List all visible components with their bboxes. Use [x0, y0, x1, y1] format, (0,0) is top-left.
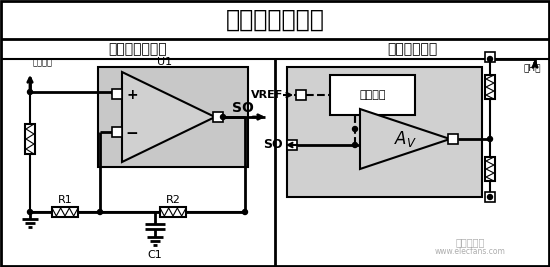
Bar [213, 112, 223, 122]
Text: 至H桥: 至H桥 [523, 63, 541, 72]
Bar [112, 127, 122, 137]
Circle shape [487, 136, 492, 142]
Bar [448, 134, 458, 144]
Circle shape [28, 210, 32, 214]
Bar [98, 67, 248, 167]
Text: VREF: VREF [251, 90, 283, 100]
Circle shape [353, 127, 358, 132]
Bar [112, 89, 122, 99]
Bar [485, 52, 495, 62]
Circle shape [221, 115, 225, 120]
Text: 电流并联放大器: 电流并联放大器 [226, 8, 324, 32]
Bar [485, 75, 495, 99]
Bar [160, 207, 186, 217]
Text: +: + [126, 88, 138, 102]
Circle shape [28, 89, 32, 95]
Circle shape [243, 210, 248, 214]
Text: R2: R2 [166, 195, 180, 205]
Bar [485, 157, 495, 181]
Bar [485, 192, 495, 202]
Text: 继电器解决方案: 继电器解决方案 [109, 42, 167, 56]
Text: 数字内核: 数字内核 [359, 90, 386, 100]
Polygon shape [360, 109, 450, 169]
Circle shape [487, 194, 492, 199]
Text: C1: C1 [147, 250, 162, 260]
Text: U1: U1 [157, 57, 173, 67]
Bar [296, 90, 306, 100]
Circle shape [353, 143, 358, 147]
Bar [287, 67, 482, 197]
Bar [52, 207, 78, 217]
Bar [287, 140, 297, 150]
Bar [330, 75, 415, 115]
Text: 固态解决方案: 固态解决方案 [387, 42, 437, 56]
Text: www.elecfans.com: www.elecfans.com [434, 248, 505, 257]
Text: SO: SO [263, 139, 283, 151]
Text: $A_V$: $A_V$ [394, 129, 416, 149]
Text: 至整电器: 至整电器 [33, 58, 53, 67]
Text: 电子发烧友: 电子发烧友 [455, 237, 485, 247]
Text: R1: R1 [58, 195, 73, 205]
Circle shape [97, 210, 102, 214]
Text: −: − [125, 125, 139, 140]
Text: SO: SO [232, 101, 254, 115]
Bar [25, 124, 35, 154]
Circle shape [487, 57, 492, 61]
Polygon shape [122, 72, 215, 162]
